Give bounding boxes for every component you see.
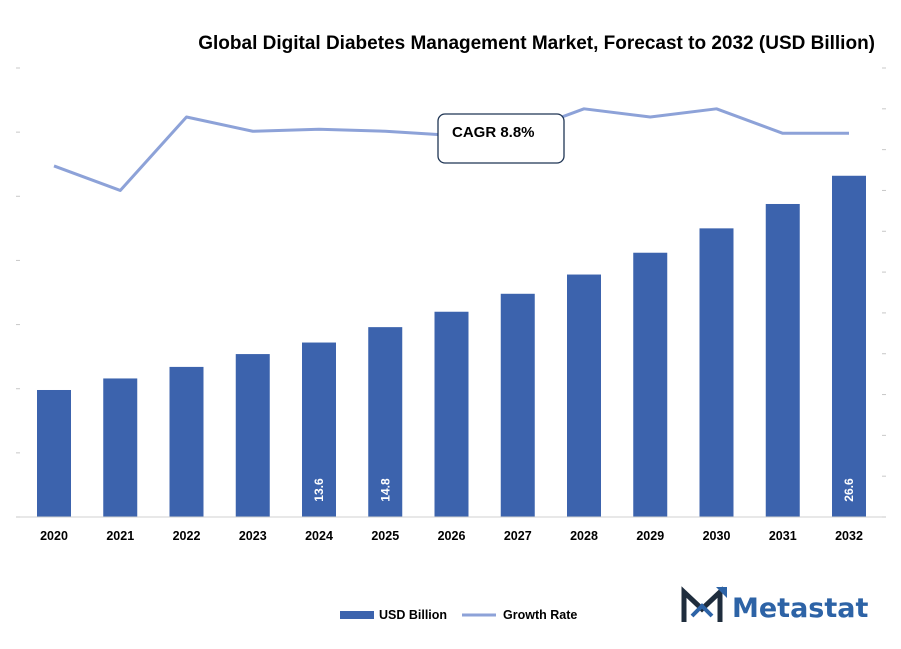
x-tick-label: 2020 [40,529,68,543]
bar-data-labels: 13.6 14.8 26.6 [312,478,856,502]
bar [169,366,204,517]
right-axis-ticks [882,67,886,518]
bar-data-label: 26.6 [842,478,856,502]
x-tick-label: 2028 [570,529,598,543]
legend: USD Billion Growth Rate [340,608,577,622]
bar [699,228,734,517]
x-tick-label: 2022 [173,529,201,543]
x-tick-label: 2023 [239,529,267,543]
x-tick-label: 2024 [305,529,333,543]
bar [37,389,71,517]
chart-title: Global Digital Diabetes Management Marke… [198,33,875,54]
bar [434,311,469,517]
x-tick-label: 2025 [371,529,399,543]
bar [567,274,601,517]
legend-label-line: Growth Rate [503,608,577,622]
bar [633,252,668,517]
legend-label-bar: USD Billion [379,608,447,622]
cagr-box [437,113,565,164]
x-tick-label: 2026 [438,529,466,543]
bar [765,203,800,518]
x-tick-label: 2031 [769,529,797,543]
metastat-m-logo-icon [681,586,727,622]
left-axis-ticks [16,67,20,518]
legend-swatch-bar [340,611,374,619]
bar-data-label: 14.8 [378,478,392,502]
x-tick-label: 2030 [703,529,731,543]
bar [500,293,535,517]
logo-text: Metastat [732,593,869,624]
bar-data-label: 13.6 [312,478,326,502]
x-tick-label: 2027 [504,529,532,543]
bar [302,342,336,517]
bar [235,354,270,517]
bar [368,327,403,517]
cagr-callout: CAGR 8.8% [437,113,565,164]
x-axis-labels: 2020 2021 2022 2023 2024 2025 2026 2027 2028 2029… [40,529,863,543]
bar-series [37,175,866,518]
x-tick-label: 2029 [636,529,664,543]
bar [103,378,138,517]
bar [832,175,866,517]
x-tick-label: 2032 [835,529,863,543]
metastat-logo: Metastat [681,586,869,624]
cagr-label: CAGR 8.8% [452,124,535,141]
x-tick-label: 2021 [106,529,134,543]
